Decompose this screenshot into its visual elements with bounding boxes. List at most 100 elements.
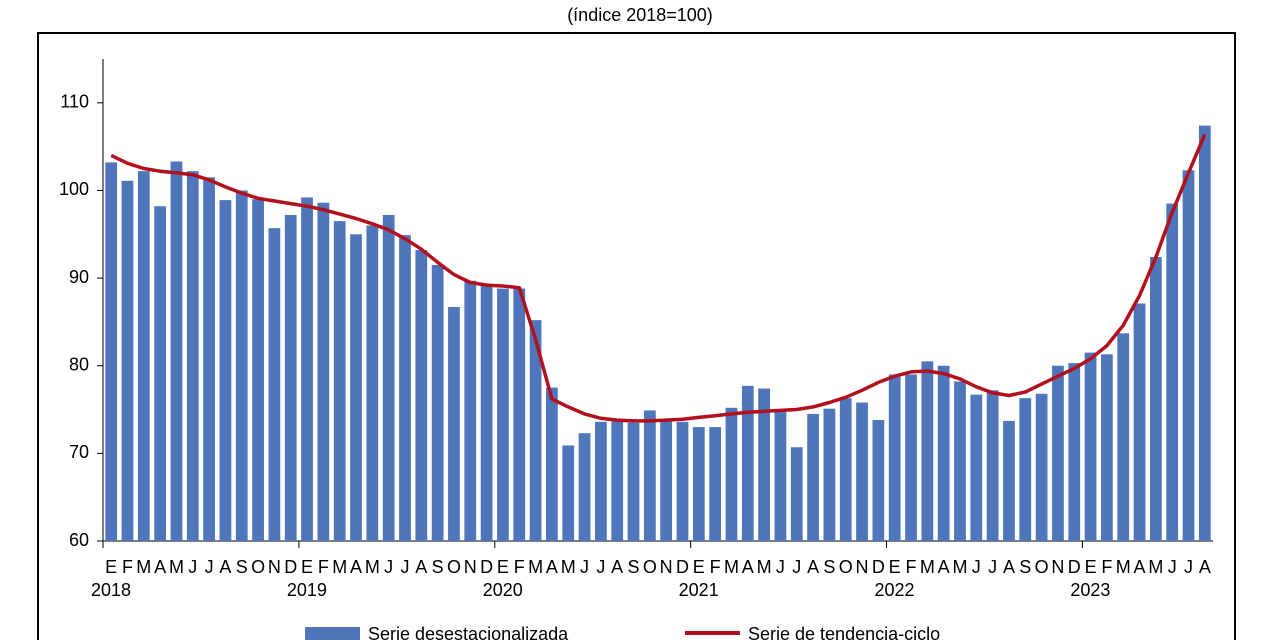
x-tick-label: A (546, 557, 558, 577)
bar (1101, 354, 1113, 541)
bar (1019, 398, 1032, 541)
x-tick-label: A (807, 557, 819, 577)
x-tick-label: J (188, 557, 197, 577)
bar (415, 250, 428, 541)
bar (1068, 363, 1081, 541)
bar (1003, 420, 1015, 541)
bar (1198, 125, 1211, 541)
y-tick-label: 80 (69, 354, 89, 374)
bar (1035, 393, 1048, 541)
x-tick-label: S (823, 557, 835, 577)
bar (235, 190, 248, 542)
bar (594, 421, 607, 541)
x-tick-label: D (284, 557, 297, 577)
bar (1084, 352, 1097, 541)
bar (660, 420, 673, 541)
bar (888, 374, 901, 541)
x-tick-label: J (205, 557, 214, 577)
bar (1133, 303, 1146, 541)
bar (856, 402, 868, 541)
x-tick-label: D (480, 557, 493, 577)
bar (790, 447, 803, 541)
bar (529, 320, 542, 541)
x-tick-label: J (580, 557, 589, 577)
bar (186, 171, 199, 541)
x-tick-label: M (1116, 557, 1131, 577)
bar (480, 284, 493, 541)
bar (203, 177, 215, 542)
x-tick-label: A (938, 557, 950, 577)
bar (921, 361, 934, 541)
x-tick-label: A (1134, 557, 1146, 577)
bar (219, 200, 232, 541)
bar (268, 228, 281, 541)
x-tick-label: E (693, 557, 705, 577)
bar (1052, 365, 1064, 541)
x-tick-label: D (676, 557, 689, 577)
x-tick-label: F (1101, 557, 1112, 577)
bar (937, 365, 950, 541)
x-tick-label: F (710, 557, 721, 577)
x-tick-label: J (776, 557, 785, 577)
x-tick-label: S (236, 557, 248, 577)
x-tick-label: J (596, 557, 605, 577)
x-tick-label: A (350, 557, 362, 577)
x-tick-label: M (169, 557, 184, 577)
x-tick-label: J (384, 557, 393, 577)
bar (170, 161, 183, 541)
x-tick-label: F (906, 557, 917, 577)
bar (1166, 203, 1179, 541)
y-tick-label: 60 (69, 530, 89, 550)
legend-label: Serie de tendencia-ciclo (748, 624, 940, 640)
bar (741, 385, 754, 541)
bar (382, 214, 395, 541)
x-tick-label: F (122, 557, 133, 577)
bar (725, 407, 738, 541)
bar (676, 421, 689, 541)
y-tick-label: 100 (59, 179, 89, 199)
x-tick-label: N (464, 557, 477, 577)
bar (1117, 333, 1130, 541)
year-label: 2019 (287, 580, 327, 600)
year-label: 2022 (875, 580, 915, 600)
bar (497, 288, 509, 541)
x-tick-label: E (497, 557, 509, 577)
bar (774, 411, 787, 541)
legend-swatch (305, 627, 360, 640)
x-tick-label: A (154, 557, 166, 577)
x-tick-label: O (1035, 557, 1049, 577)
x-tick-label: J (400, 557, 409, 577)
bar (448, 307, 460, 541)
x-tick-label: M (365, 557, 380, 577)
x-tick-label: A (742, 557, 754, 577)
bar (317, 202, 330, 541)
x-tick-label: O (643, 557, 657, 577)
x-tick-label: N (1051, 557, 1064, 577)
bar (627, 422, 640, 541)
x-tick-label: A (415, 557, 427, 577)
x-tick-label: O (251, 557, 265, 577)
bar (986, 390, 999, 541)
bar (611, 420, 624, 541)
x-tick-label: N (660, 557, 673, 577)
x-tick-label: F (514, 557, 525, 577)
x-tick-label: N (268, 557, 281, 577)
y-tick-label: 70 (69, 442, 89, 462)
chart-title: (índice 2018=100) (567, 5, 713, 25)
x-tick-label: E (1085, 557, 1097, 577)
bar (350, 234, 362, 542)
x-tick-label: A (219, 557, 231, 577)
x-tick-label: D (1068, 557, 1081, 577)
frame (37, 32, 1236, 640)
x-tick-label: A (611, 557, 623, 577)
trend-line (110, 133, 1207, 423)
x-tick-label: J (1168, 557, 1177, 577)
year-label: 2021 (679, 580, 719, 600)
y-tick-label: 110 (60, 92, 89, 112)
bar (823, 408, 836, 541)
bar (1149, 257, 1162, 541)
x-tick-label: A (1199, 557, 1211, 577)
x-tick-label: M (332, 557, 347, 577)
y-tick-label: 90 (69, 267, 89, 287)
